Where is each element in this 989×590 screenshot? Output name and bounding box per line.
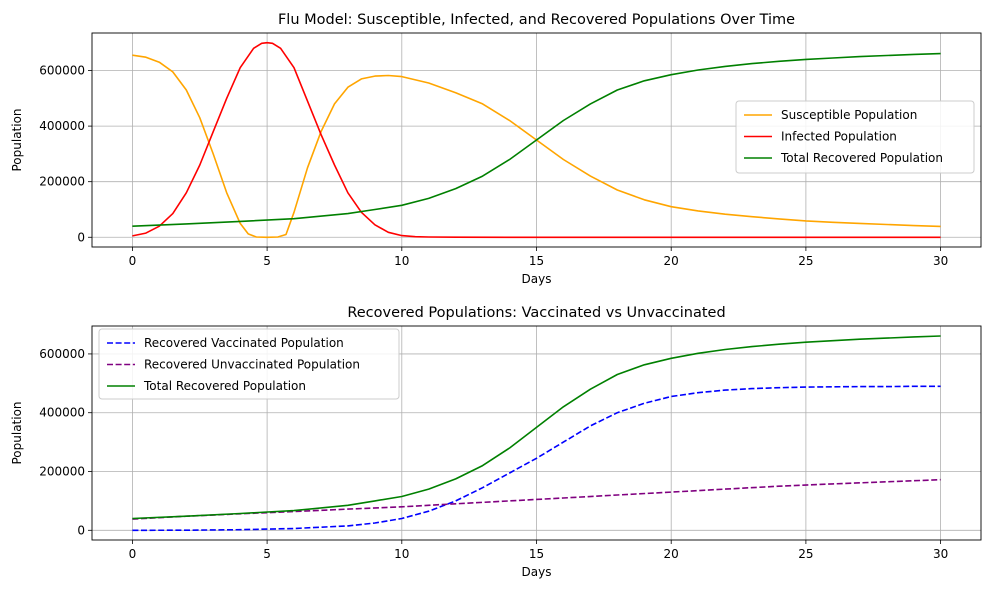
x-tick-label-3: 15: [529, 254, 544, 268]
series-line-1: [132, 54, 941, 239]
subplot-1: 0 5 10 15 20 25 30 0 200000 400000 600000 Flu Model…: [10, 12, 982, 286]
x-tick-label-5: 25: [798, 547, 813, 561]
x-tick-label-6: 30: [933, 254, 948, 268]
y-tick-label-1: 200000: [39, 175, 85, 189]
x-tick-label-1: 5: [263, 547, 271, 561]
y-tick-label-0: 0: [77, 523, 85, 537]
series-line-2: [132, 41, 941, 239]
y-tick-label-3: 600000: [39, 64, 85, 78]
x-tick-label-6: 30: [933, 547, 948, 561]
legend-entry-3: Total Recovered Population: [143, 379, 306, 393]
legend: Recovered Vaccinated Population Recovered…: [98, 328, 400, 400]
y-tick-label-1: 200000: [39, 465, 85, 479]
series-line-3: [132, 52, 941, 227]
y-tick-label-3: 600000: [39, 347, 85, 361]
legend-entry-2: Recovered Unvaccinated Population: [144, 358, 360, 372]
y-tick-label-2: 400000: [39, 406, 85, 420]
legend: Susceptible Population Infected Populatio…: [735, 100, 975, 174]
x-axis-label: Days: [522, 565, 552, 579]
y-axis-label: Population: [10, 108, 24, 171]
x-tick-label-1: 5: [263, 254, 271, 268]
legend-entry-3: Total Recovered Population: [780, 151, 943, 165]
legend-entry-1: Recovered Vaccinated Population: [144, 336, 344, 350]
x-axis-label: Days: [522, 272, 552, 286]
x-tick-label-2: 10: [394, 547, 409, 561]
x-tick-label-0: 0: [129, 547, 137, 561]
y-tick-label-0: 0: [77, 230, 85, 244]
x-tick-label-4: 20: [664, 254, 679, 268]
series-line-1: [132, 385, 941, 532]
y-axis-label: Population: [10, 401, 24, 464]
legend-box: [735, 100, 975, 174]
x-tick-label-2: 10: [394, 254, 409, 268]
legend-entry-2: Infected Population: [781, 130, 897, 144]
y-tick-label-2: 400000: [39, 119, 85, 133]
x-tick-label-5: 25: [798, 254, 813, 268]
x-tick-label-4: 20: [664, 547, 679, 561]
x-tick-label-3: 15: [529, 547, 544, 561]
x-tick-label-0: 0: [129, 254, 137, 268]
chart-title: Flu Model: Susceptible, Infected, and Re…: [278, 12, 795, 28]
legend-box: [98, 328, 400, 400]
subplot-2: 0 5 10 15 20 25 30 0 200000 400000 600000 Recovered…: [10, 305, 982, 579]
series-line-3: [132, 335, 941, 520]
legend-entry-1: Susceptible Population: [781, 108, 917, 122]
chart-title: Recovered Populations: Vaccinated vs Unv…: [347, 305, 725, 321]
